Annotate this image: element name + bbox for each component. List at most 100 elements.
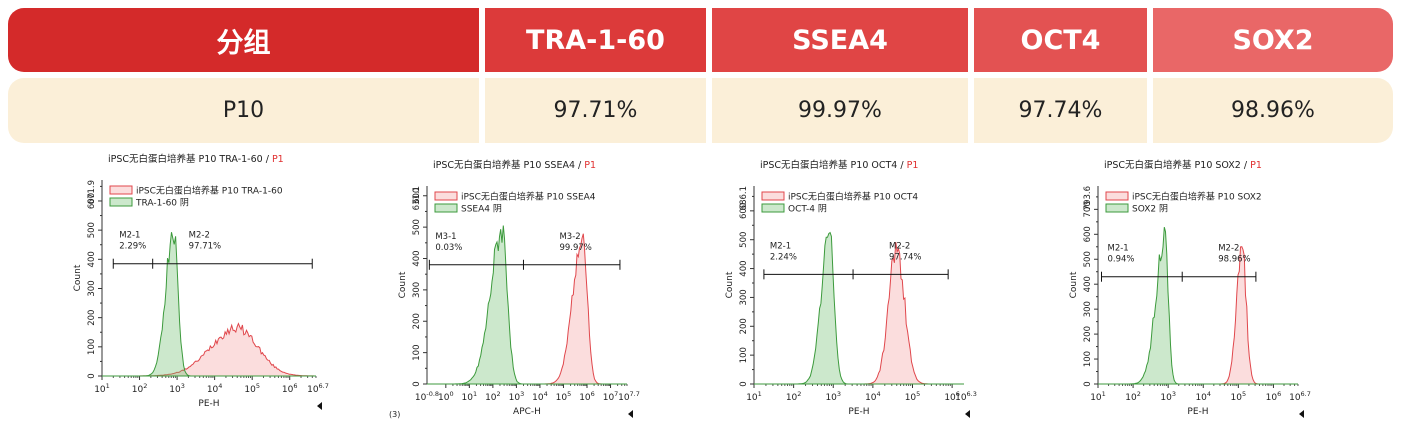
legend-label-0: iPSC无白蛋白培养基 P10 SSEA4 bbox=[461, 191, 596, 203]
y-tick-label: 300 bbox=[739, 289, 749, 305]
x-tick-label: 103 bbox=[509, 390, 525, 403]
x-tick-label: 103 bbox=[169, 382, 185, 395]
y-axis-label: Count bbox=[73, 264, 83, 291]
chart-title-main: iPSC无白蛋白培养基 P10 SOX2 / bbox=[1104, 159, 1250, 171]
x-tick-label: 100 bbox=[438, 390, 454, 403]
y-max-label: 671.9 bbox=[87, 180, 97, 204]
y-tick-label: 300 bbox=[412, 282, 422, 298]
y-tick-label: 0 bbox=[739, 381, 749, 386]
gate-label-2: M2-2 bbox=[889, 241, 910, 251]
row-cell-group: P10 bbox=[8, 78, 479, 143]
scroll-arrow-icon bbox=[317, 402, 322, 410]
histogram-series-1 bbox=[754, 231, 964, 385]
x-tick-label: 106 bbox=[1266, 390, 1282, 403]
x-start-exponent: -0.8 bbox=[426, 390, 439, 398]
chart-title: iPSC无白蛋白培养基 P10 TRA-1-60 / P1 bbox=[108, 153, 284, 165]
legend-swatch-1 bbox=[1105, 203, 1129, 213]
x-tick-label: 106 bbox=[282, 382, 298, 395]
gate-value-1: 2.29% bbox=[119, 242, 146, 252]
x-tick-label: 101 bbox=[94, 382, 110, 395]
x-tick-label: 101 bbox=[746, 390, 762, 403]
x-axis-label: PE-H bbox=[848, 407, 869, 417]
legend-label-1: SOX2 阴 bbox=[1132, 204, 1168, 215]
x-tick-label: 104 bbox=[865, 390, 881, 403]
row-cell-oct4: 97.74% bbox=[974, 78, 1147, 143]
gate-label-1: M2-1 bbox=[770, 241, 791, 251]
histogram-series-0 bbox=[754, 242, 964, 385]
y-max-label: 686.1 bbox=[739, 186, 749, 210]
scroll-arrow-icon bbox=[965, 410, 970, 418]
legend-label-1: SSEA4 阴 bbox=[461, 204, 502, 215]
x-tick-label: 103 bbox=[825, 390, 841, 403]
y-tick-label: 100 bbox=[739, 347, 749, 363]
x-end-exponent: 6.7 bbox=[319, 382, 329, 390]
gate-label-1: M2-1 bbox=[119, 231, 140, 241]
histogram-ssea4: iPSC无白蛋白培养基 P10 SSEA4 / P1 0 100 200 300 400 5… bbox=[389, 159, 640, 419]
y-tick-label: 700 bbox=[1083, 201, 1093, 217]
x-tick-label: 105 bbox=[905, 390, 921, 403]
legend-label-0: iPSC无白蛋白培养基 P10 SOX2 bbox=[1132, 191, 1262, 203]
x-end-label: 106.7 bbox=[307, 382, 329, 395]
x-tick-label: 105 bbox=[244, 382, 260, 395]
scroll-arrow-icon bbox=[1299, 410, 1304, 418]
y-tick-label: 200 bbox=[1083, 326, 1093, 342]
x-tick-label: 106 bbox=[579, 390, 595, 403]
y-tick-label: 400 bbox=[412, 250, 422, 266]
legend-label-0: iPSC无白蛋白培养基 P10 OCT4 bbox=[788, 191, 918, 203]
legend-label-1: OCT-4 阴 bbox=[788, 204, 827, 215]
chart-title: iPSC无白蛋白培养基 P10 OCT4 / P1 bbox=[760, 159, 918, 171]
chart-title-gate: P1 bbox=[1250, 160, 1262, 171]
legend-swatch-0 bbox=[1105, 191, 1129, 201]
histogram-series-0 bbox=[1098, 246, 1298, 385]
legend-label-1: TRA-1-60 阴 bbox=[135, 198, 189, 209]
x-tick-label: 102 bbox=[786, 390, 802, 403]
x-tick-label: 102 bbox=[132, 382, 148, 395]
y-axis-label: Count bbox=[725, 271, 735, 298]
y-tick-label: 200 bbox=[739, 318, 749, 334]
x-end-exponent: 6.3 bbox=[967, 390, 977, 398]
chart-title-gate: P1 bbox=[907, 160, 919, 171]
histogram-sox2: iPSC无白蛋白培养基 P10 SOX2 / P1 0 100 200 300 400 50… bbox=[1069, 159, 1311, 418]
gate-label-2: M2-2 bbox=[189, 231, 210, 241]
chart-title-main: iPSC无白蛋白培养基 P10 OCT4 / bbox=[760, 159, 907, 171]
header-cell-group: 分组 bbox=[8, 8, 479, 72]
x-tick-label: 103 bbox=[1160, 390, 1176, 403]
legend-swatch-0 bbox=[434, 191, 458, 201]
scroll-arrow-icon bbox=[628, 410, 633, 418]
histogram-series-0 bbox=[102, 322, 316, 377]
gate-label-2: M3-2 bbox=[559, 232, 580, 242]
y-tick-label: 200 bbox=[412, 313, 422, 329]
x-end-label: 106.3 bbox=[955, 390, 977, 403]
table-row: P10 97.71% 99.97% 97.74% 98.96% bbox=[8, 78, 1393, 143]
x-tick-label: 107 bbox=[603, 390, 619, 403]
chart-footnote: (3) bbox=[389, 410, 400, 419]
legend-swatch-0 bbox=[761, 191, 785, 201]
y-tick-label: 600 bbox=[87, 193, 97, 209]
header-cell-tra-1-60: TRA-1-60 bbox=[485, 8, 706, 72]
gate-value-2: 99.97% bbox=[559, 243, 591, 253]
legend-swatch-1 bbox=[109, 197, 133, 207]
histogram-tra-1-60: iPSC无白蛋白培养基 P10 TRA-1-60 / P1 0 100 200 300 4… bbox=[73, 153, 329, 410]
y-tick-label: 600 bbox=[1083, 226, 1093, 242]
x-axis-label: PE-H bbox=[1187, 407, 1208, 417]
y-tick-label: 500 bbox=[87, 222, 97, 238]
chart-title-main: iPSC无白蛋白培养基 P10 SSEA4 / bbox=[433, 159, 584, 171]
x-end-exponent: 7.7 bbox=[630, 390, 640, 398]
y-tick-label: 0 bbox=[412, 381, 422, 386]
legend-label-0: iPSC无白蛋白培养基 P10 TRA-1-60 bbox=[136, 185, 283, 197]
legend-swatch-0 bbox=[109, 185, 133, 195]
header-cell-oct4: OCT4 bbox=[974, 8, 1147, 72]
x-tick-label: 104 bbox=[1195, 390, 1211, 403]
gate-value-1: 0.94% bbox=[1108, 255, 1135, 265]
chart-title-gate: P1 bbox=[584, 160, 596, 171]
y-tick-label: 400 bbox=[87, 251, 97, 267]
chart-title-main: iPSC无白蛋白培养基 P10 TRA-1-60 / bbox=[108, 153, 272, 165]
y-tick-label: 100 bbox=[412, 345, 422, 361]
gate-value-1: 2.24% bbox=[770, 252, 797, 262]
x-start-label: 10-0.8 bbox=[415, 390, 439, 403]
y-max-label: 793.6 bbox=[1083, 186, 1093, 210]
histogram-series-1 bbox=[102, 232, 316, 377]
gate-value-1: 0.03% bbox=[435, 243, 462, 253]
gate-value-2: 97.74% bbox=[889, 252, 921, 262]
y-axis-label: Count bbox=[398, 271, 408, 298]
